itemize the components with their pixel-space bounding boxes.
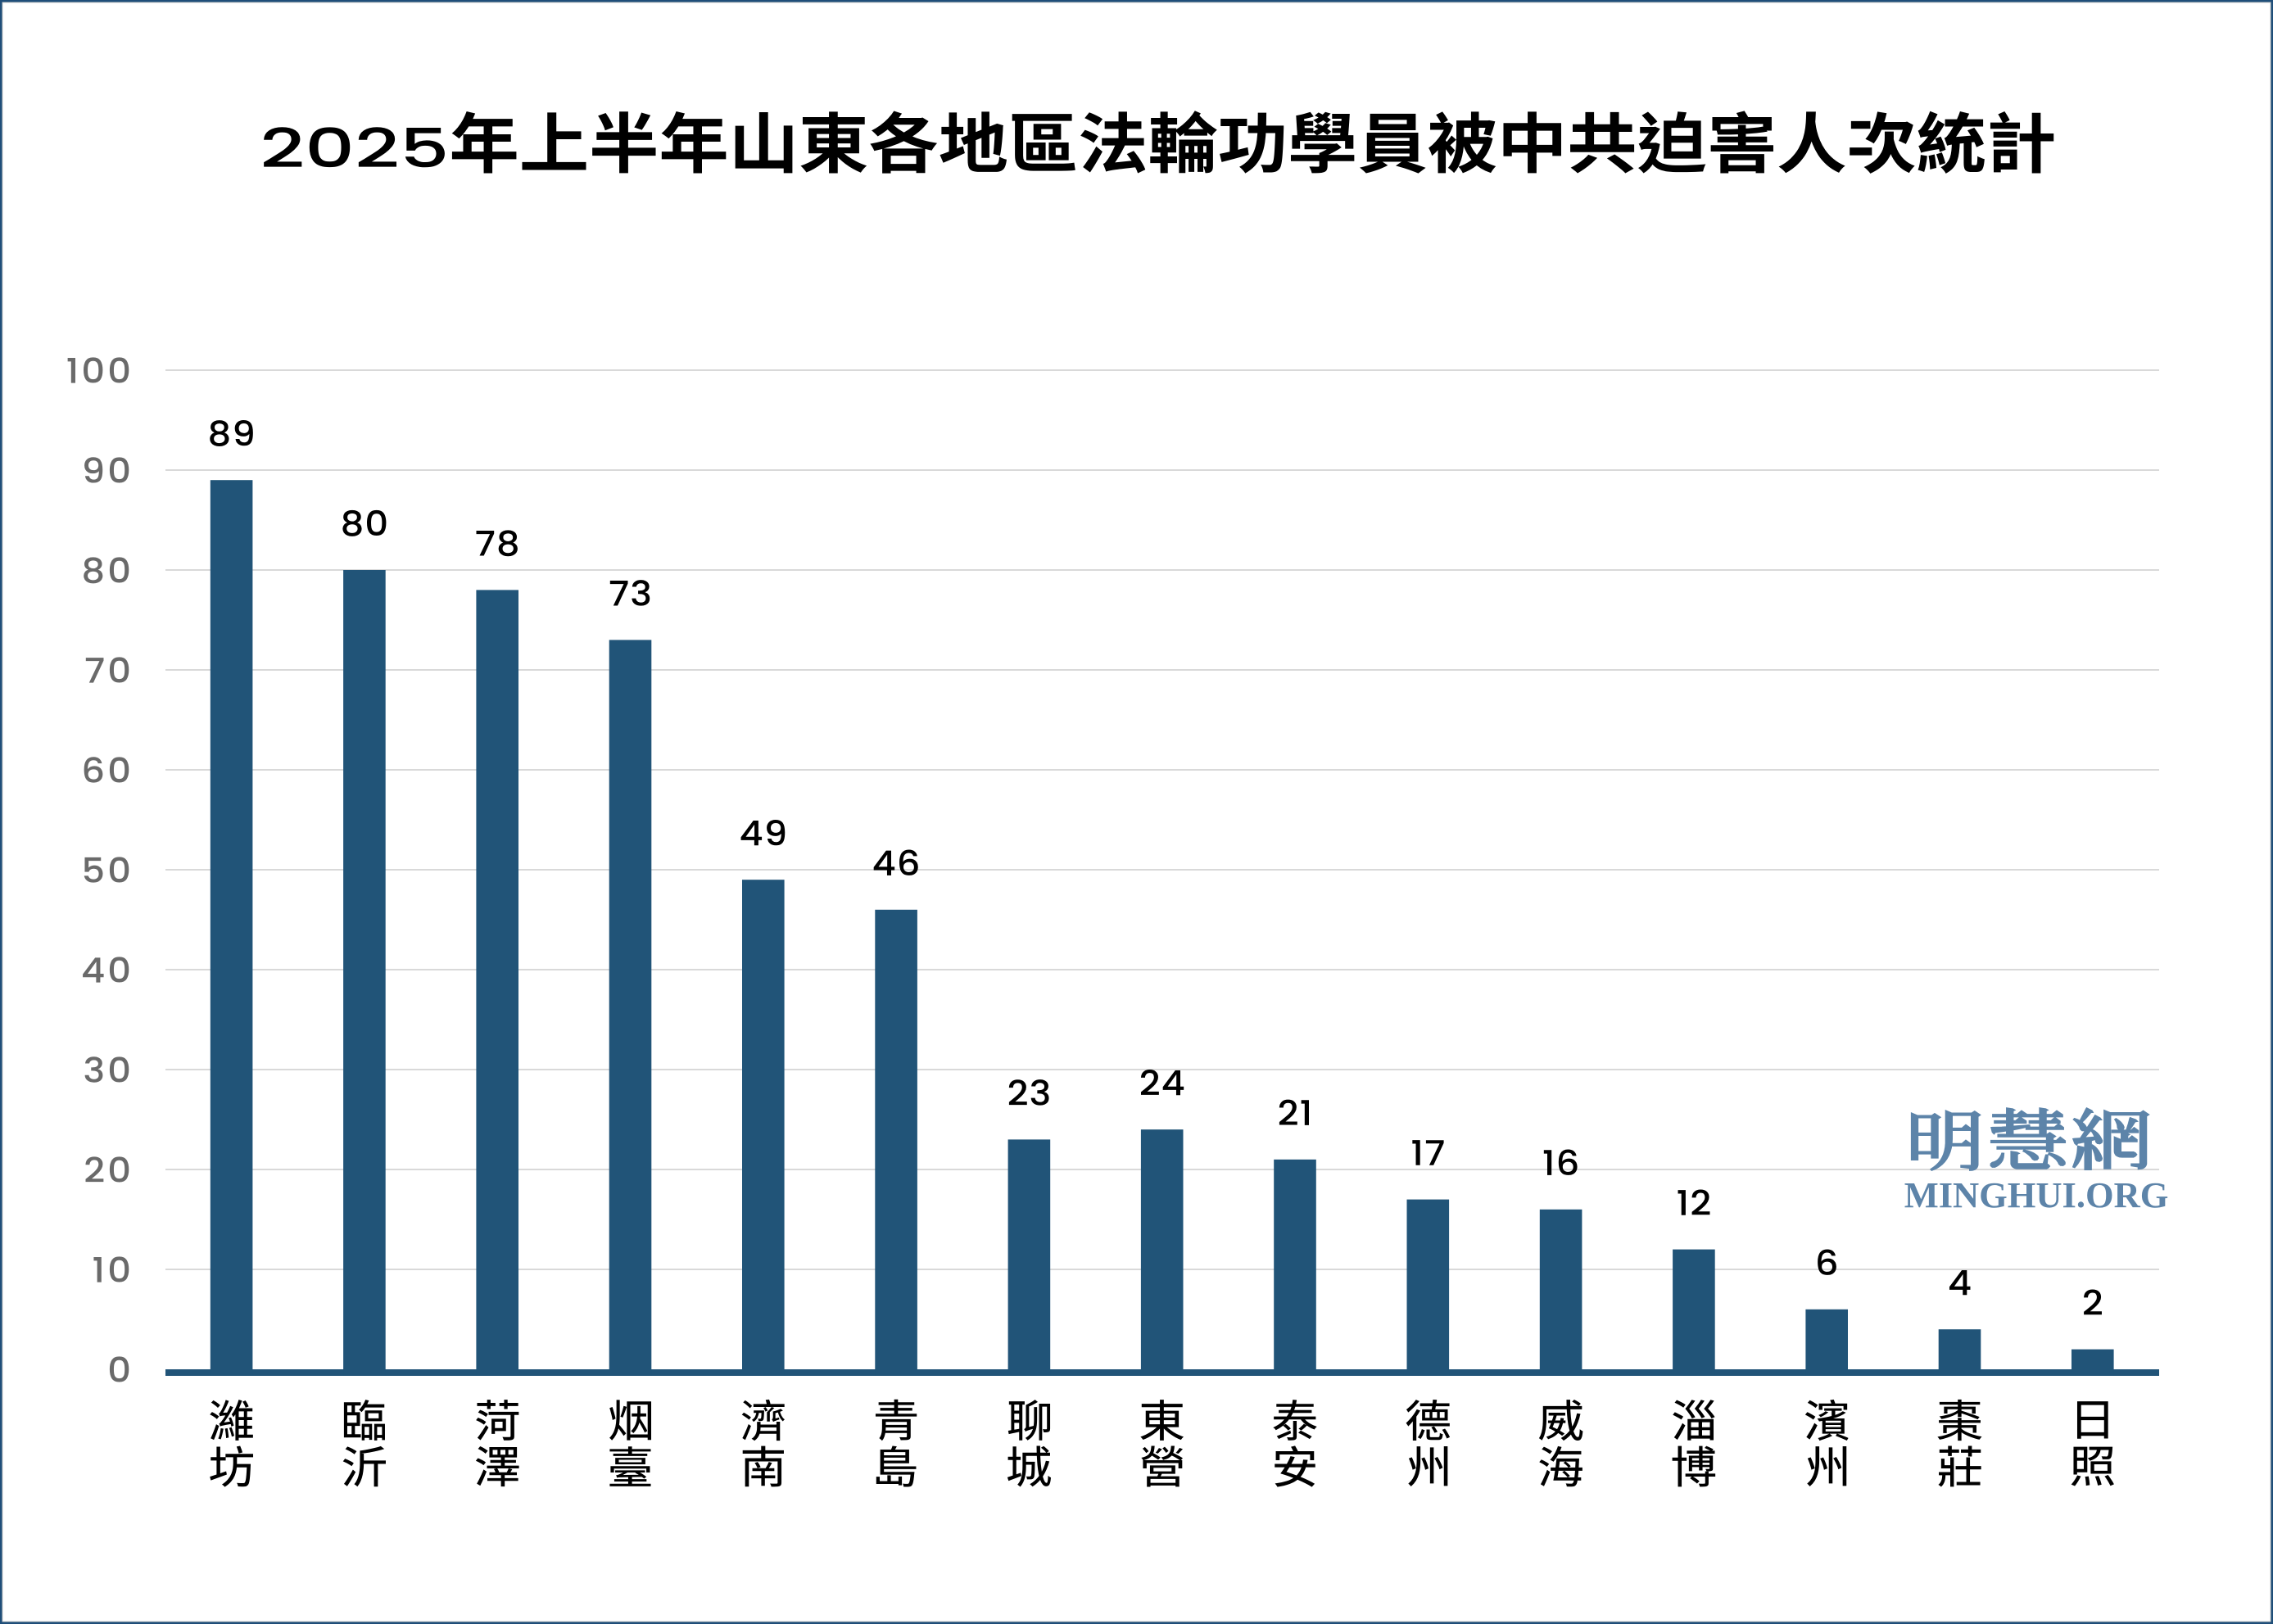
svg-text:MINGHUI.ORG: MINGHUI.ORG — [1904, 1174, 2169, 1215]
